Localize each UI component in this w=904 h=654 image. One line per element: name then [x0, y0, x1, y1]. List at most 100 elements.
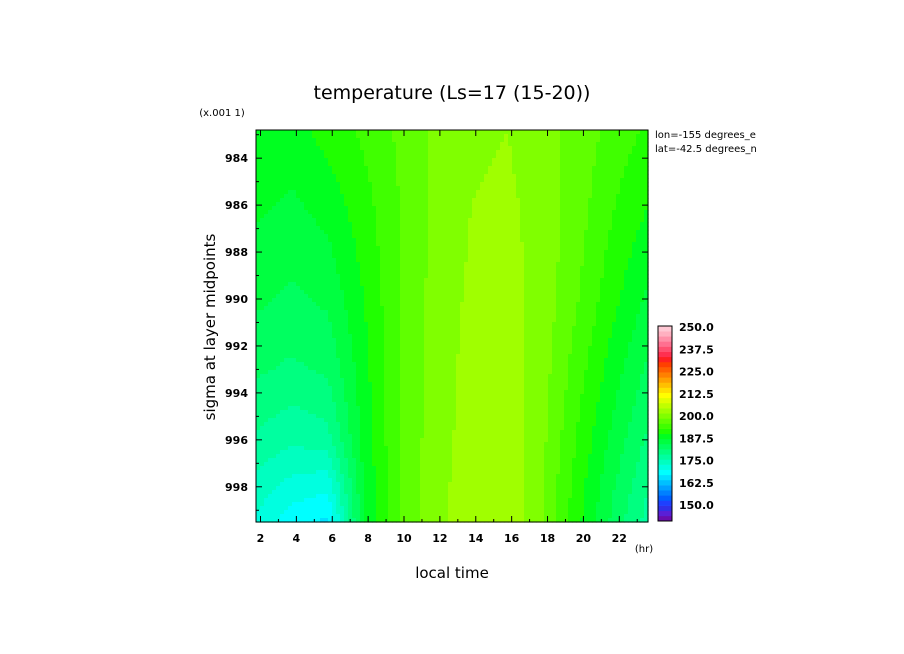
contour-cell: [624, 174, 629, 179]
contour-cell: [488, 322, 493, 327]
contour-cell: [420, 286, 425, 291]
contour-cell: [472, 218, 477, 223]
contour-cell: [616, 210, 621, 215]
contour-cell: [636, 246, 641, 251]
contour-cell: [616, 290, 621, 295]
contour-cell: [320, 226, 325, 231]
contour-cell: [584, 206, 589, 211]
contour-cell: [332, 326, 337, 331]
contour-cell: [456, 130, 461, 135]
contour-cell: [296, 230, 301, 235]
contour-cell: [548, 282, 553, 287]
contour-cell: [568, 242, 573, 247]
contour-cell: [376, 174, 381, 179]
contour-cell: [640, 170, 645, 175]
contour-cell: [444, 290, 449, 295]
contour-cell: [556, 134, 561, 139]
contour-cell: [624, 202, 629, 207]
contour-cell: [380, 162, 385, 167]
contour-cell: [532, 138, 537, 143]
contour-cell: [436, 150, 441, 155]
contour-cell: [488, 158, 493, 163]
contour-cell: [636, 262, 641, 267]
contour-cell: [516, 326, 521, 331]
contour-cell: [312, 174, 317, 179]
contour-cell: [620, 330, 625, 335]
contour-cell: [284, 282, 289, 287]
contour-cell: [360, 322, 365, 327]
contour-cell: [352, 166, 357, 171]
contour-cell: [368, 222, 373, 227]
contour-cell: [616, 142, 621, 147]
contour-cell: [268, 242, 273, 247]
contour-cell: [640, 242, 645, 247]
contour-cell: [568, 146, 573, 151]
contour-cell: [332, 294, 337, 299]
contour-cell: [276, 294, 281, 299]
contour-cell: [392, 234, 397, 239]
contour-cell: [360, 278, 365, 283]
contour-cell: [300, 318, 305, 323]
contour-cell: [512, 158, 517, 163]
contour-cell: [304, 314, 309, 319]
contour-cell: [304, 230, 309, 235]
contour-cell: [280, 182, 285, 187]
contour-cell: [380, 202, 385, 207]
contour-cell: [312, 254, 317, 259]
contour-cell: [272, 234, 277, 239]
contour-cell: [400, 330, 405, 335]
contour-cell: [484, 158, 489, 163]
contour-cell: [492, 198, 497, 203]
contour-cell: [480, 174, 485, 179]
contour-cell: [580, 162, 585, 167]
contour-cell: [420, 210, 425, 215]
contour-cell: [412, 326, 417, 331]
contour-cell: [264, 298, 269, 303]
contour-cell: [640, 194, 645, 199]
contour-cell: [644, 258, 649, 263]
contour-cell: [464, 270, 469, 275]
contour-cell: [608, 294, 613, 299]
contour-cell: [272, 306, 277, 311]
contour-cell: [628, 218, 633, 223]
contour-cell: [524, 178, 529, 183]
contour-cell: [424, 146, 429, 151]
contour-cell: [580, 302, 585, 307]
contour-cell: [456, 306, 461, 311]
contour-cell: [432, 166, 437, 171]
contour-cell: [328, 238, 333, 243]
contour-cell: [256, 234, 261, 239]
contour-cell: [404, 194, 409, 199]
contour-cell: [520, 134, 525, 139]
contour-cell: [372, 270, 377, 275]
contour-cell: [352, 258, 357, 263]
contour-cell: [404, 178, 409, 183]
contour-cell: [632, 266, 637, 271]
contour-cell: [452, 302, 457, 307]
contour-cell: [620, 198, 625, 203]
contour-cell: [436, 198, 441, 203]
contour-cell: [440, 138, 445, 143]
contour-cell: [324, 174, 329, 179]
contour-cell: [308, 274, 313, 279]
contour-cell: [428, 178, 433, 183]
contour-cell: [616, 134, 621, 139]
contour-cell: [512, 150, 517, 155]
contour-cell: [600, 154, 605, 159]
contour-cell: [616, 330, 621, 335]
contour-cell: [412, 238, 417, 243]
contour-cell: [468, 226, 473, 231]
contour-cell: [284, 190, 289, 195]
contour-cell: [408, 218, 413, 223]
contour-cell: [388, 138, 393, 143]
contour-cell: [372, 190, 377, 195]
contour-cell: [476, 302, 481, 307]
contour-cell: [372, 166, 377, 171]
contour-cell: [284, 226, 289, 231]
contour-cell: [320, 214, 325, 219]
contour-cell: [280, 242, 285, 247]
contour-cell: [308, 150, 313, 155]
contour-cell: [524, 282, 529, 287]
contour-cell: [404, 198, 409, 203]
contour-cell: [556, 298, 561, 303]
